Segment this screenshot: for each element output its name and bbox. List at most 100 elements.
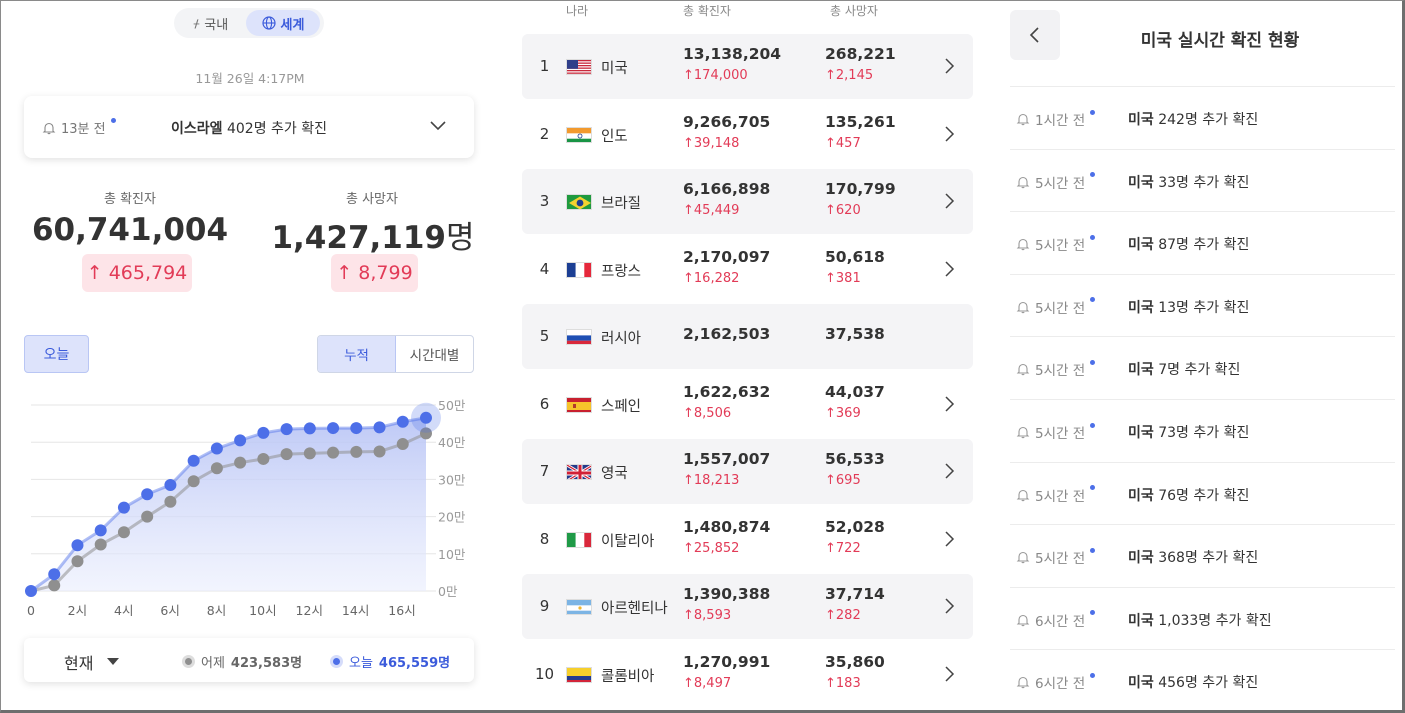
table-row[interactable]: 9 아르헨티나 1,390,388 37,714 ↑8,593 ↑282 <box>522 574 973 639</box>
update-item: 5시간 전 미국 33명 추가 확진 <box>1010 148 1395 211</box>
row-deaths-delta: ↑381 <box>825 270 861 286</box>
table-row[interactable]: 6 스페인 1,622,632 44,037 ↑8,506 ↑369 <box>522 372 973 437</box>
today-button[interactable]: 오늘 <box>24 335 89 373</box>
yesterday-point <box>303 447 316 460</box>
y-tick-label: 0만 <box>438 584 458 599</box>
y-tick-label: 30만 <box>438 472 466 487</box>
row-confirmed: 1,270,991 <box>683 652 771 671</box>
flag-us-icon <box>566 59 592 75</box>
alert-text: 402명 추가 확진 <box>226 121 327 137</box>
update-item: 6시간 전 미국 1,033명 추가 확진 <box>1010 586 1395 649</box>
chevron-right-icon[interactable] <box>943 192 955 210</box>
new-dot <box>1090 359 1096 365</box>
row-deaths: 170,799 <box>825 180 896 198</box>
table-row[interactable]: 3 브라질 6,166,898 170,799 ↑45,449 ↑620 <box>522 169 973 234</box>
table-row[interactable]: 2 인도 9,266,705 135,261 ↑39,148 ↑457 <box>522 102 973 167</box>
chevron-right-icon[interactable] <box>943 125 955 143</box>
update-text: 7명 추가 확진 <box>1158 362 1241 379</box>
back-button[interactable] <box>1010 10 1060 60</box>
y-tick-label: 50만 <box>438 398 466 413</box>
updated-timestamp: 11월 26일 4:17PM <box>195 71 305 86</box>
row-deaths-delta-value: 183 <box>835 675 861 691</box>
update-message: 미국 73명 추가 확진 <box>1128 422 1249 442</box>
yesterday-point <box>48 579 61 592</box>
yesterday-label: 어제 <box>201 656 225 671</box>
row-confirmed-delta-value: 18,213 <box>693 473 740 488</box>
new-dot <box>1090 485 1096 491</box>
now-label: 현재 <box>64 654 94 673</box>
today-point <box>210 442 223 455</box>
y-tick-label: 20만 <box>438 510 466 525</box>
world-tab[interactable]: 세계 <box>246 10 320 36</box>
yesterday-point <box>350 445 363 458</box>
update-text: 242명 추가 확진 <box>1158 112 1259 128</box>
table-row[interactable]: 10 콜롬비아 1,270,991 35,860 ↑8,497 ↑183 <box>522 642 973 707</box>
new-dot <box>1090 234 1096 240</box>
today-point <box>164 478 177 491</box>
world-tab-label: 세계 <box>280 17 305 33</box>
chevron-right-icon[interactable] <box>943 597 955 615</box>
chevron-right-icon[interactable] <box>943 260 955 278</box>
row-confirmed-delta-value: 8,506 <box>693 405 732 421</box>
by-hour-tab[interactable]: 시간대별 <box>409 348 460 364</box>
yesterday-point <box>420 427 432 440</box>
flag-co-icon <box>566 666 592 683</box>
row-rank: 2 <box>539 124 550 143</box>
update-message: 미국 76명 추가 확진 <box>1128 485 1249 505</box>
row-rank: 9 <box>539 597 550 615</box>
row-deaths-delta-value: 369 <box>835 405 861 421</box>
latest-alert-card[interactable]: 13분 전 이스라엘 402명 추가 확진 <box>24 96 474 158</box>
y-tick-label: 40만 <box>438 435 466 450</box>
update-country: 미국 <box>1128 174 1154 191</box>
row-confirmed-delta-value: 16,282 <box>693 270 740 286</box>
row-confirmed-delta: ↑8,497 <box>683 675 732 691</box>
row-deaths: 35,860 <box>825 652 885 671</box>
row-rank: 8 <box>539 529 550 548</box>
table-row[interactable]: 4 프랑스 2,170,097 50,618 ↑16,282 ↑381 <box>522 237 973 302</box>
update-time-label: 5시간 전 <box>1035 175 1086 192</box>
yesterday-point <box>234 456 247 469</box>
update-text: 73명 추가 확진 <box>1158 425 1250 441</box>
table-row[interactable]: 7 영국 1,557,007 56,533 ↑18,213 ↑695 <box>522 439 973 504</box>
x-tick-label: 10시 <box>249 603 276 618</box>
cumulative-tab[interactable]: 누적 <box>318 336 396 372</box>
row-country: 브라질 <box>601 196 642 212</box>
chevron-right-icon[interactable] <box>943 665 955 683</box>
today-point <box>373 421 386 434</box>
domestic-tab[interactable]: ᚋ 국내 <box>176 10 246 36</box>
row-deaths: 52,028 <box>825 517 885 536</box>
row-confirmed: 13,138,204 <box>683 45 782 63</box>
row-deaths-delta-value: 457 <box>835 135 861 151</box>
row-confirmed-delta: ↑8,593 <box>683 608 732 623</box>
update-item: 1시간 전 미국 242명 추가 확진 <box>1010 86 1395 148</box>
table-row[interactable]: 1 미국 13,138,204 268,221 ↑174,000 ↑2,145 <box>522 34 973 99</box>
yesterday-point <box>164 495 177 508</box>
row-deaths-delta: ↑282 <box>825 608 861 623</box>
new-dot <box>1090 109 1096 115</box>
update-time: 5시간 전 <box>1016 422 1096 442</box>
chevron-right-icon[interactable] <box>943 395 955 413</box>
chevron-right-icon[interactable] <box>943 57 955 75</box>
row-confirmed: 2,170,097 <box>683 247 771 266</box>
update-text: 13명 추가 확진 <box>1158 299 1250 316</box>
deaths-unit: 명 <box>446 220 475 256</box>
time-selector[interactable]: 현재 <box>64 650 120 674</box>
yesterday-point <box>117 526 130 539</box>
chart-footer: 현재 어제 423,583명 오늘 465,559명 <box>24 638 474 682</box>
alert-time-label: 13분 전 <box>61 122 106 137</box>
update-country: 미국 <box>1128 362 1154 379</box>
chevron-down-icon[interactable] <box>428 116 448 136</box>
update-time: 5시간 전 <box>1016 172 1096 192</box>
bell-icon <box>42 122 56 134</box>
flag-in-icon <box>566 126 592 143</box>
row-country: 스페인 <box>601 398 642 415</box>
deaths-delta: ↑ 8,799 <box>331 254 418 292</box>
table-row[interactable]: 8 이탈리아 1,480,874 52,028 ↑25,852 ↑722 <box>522 507 973 572</box>
row-country: 미국 <box>601 61 628 77</box>
today-point <box>280 423 293 436</box>
chevron-right-icon[interactable] <box>943 530 955 548</box>
x-tick-label: 0 <box>27 603 35 618</box>
chevron-right-icon[interactable] <box>943 462 955 480</box>
bell-icon <box>1016 239 1030 251</box>
row-deaths: 37,714 <box>825 585 885 603</box>
